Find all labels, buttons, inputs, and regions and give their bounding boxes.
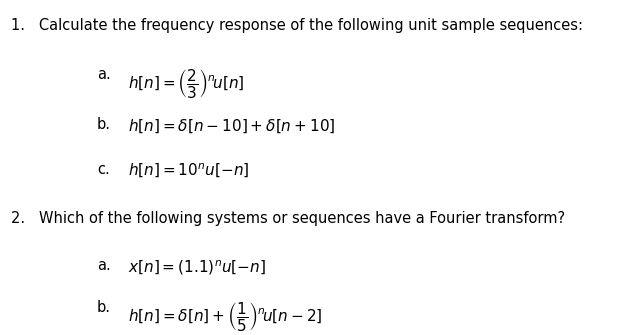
Text: $h[n] = \delta[n] + \left(\dfrac{1}{5}\right)^{n}\! u[n-2]$: $h[n] = \delta[n] + \left(\dfrac{1}{5}\r… (128, 300, 322, 333)
Text: b.: b. (97, 117, 111, 132)
Text: a.: a. (97, 258, 111, 273)
Text: b.: b. (97, 300, 111, 315)
Text: $x[n] = (1.1)^{n}u[-n]$: $x[n] = (1.1)^{n}u[-n]$ (128, 258, 266, 277)
Text: c.: c. (97, 162, 109, 178)
Text: $h[n] = \left(\dfrac{2}{3}\right)^{n}\! u[n]$: $h[n] = \left(\dfrac{2}{3}\right)^{n}\! … (128, 67, 244, 100)
Text: a.: a. (97, 67, 111, 82)
Text: 1.   Calculate the frequency response of the following unit sample sequences:: 1. Calculate the frequency response of t… (11, 18, 583, 34)
Text: 2.   Which of the following systems or sequences have a Fourier transform?: 2. Which of the following systems or seq… (11, 211, 566, 226)
Text: $h[n] = \delta[n-10] + \delta[n+10]$: $h[n] = \delta[n-10] + \delta[n+10]$ (128, 117, 336, 135)
Text: $h[n] = 10^{n}u[-n]$: $h[n] = 10^{n}u[-n]$ (128, 162, 249, 181)
